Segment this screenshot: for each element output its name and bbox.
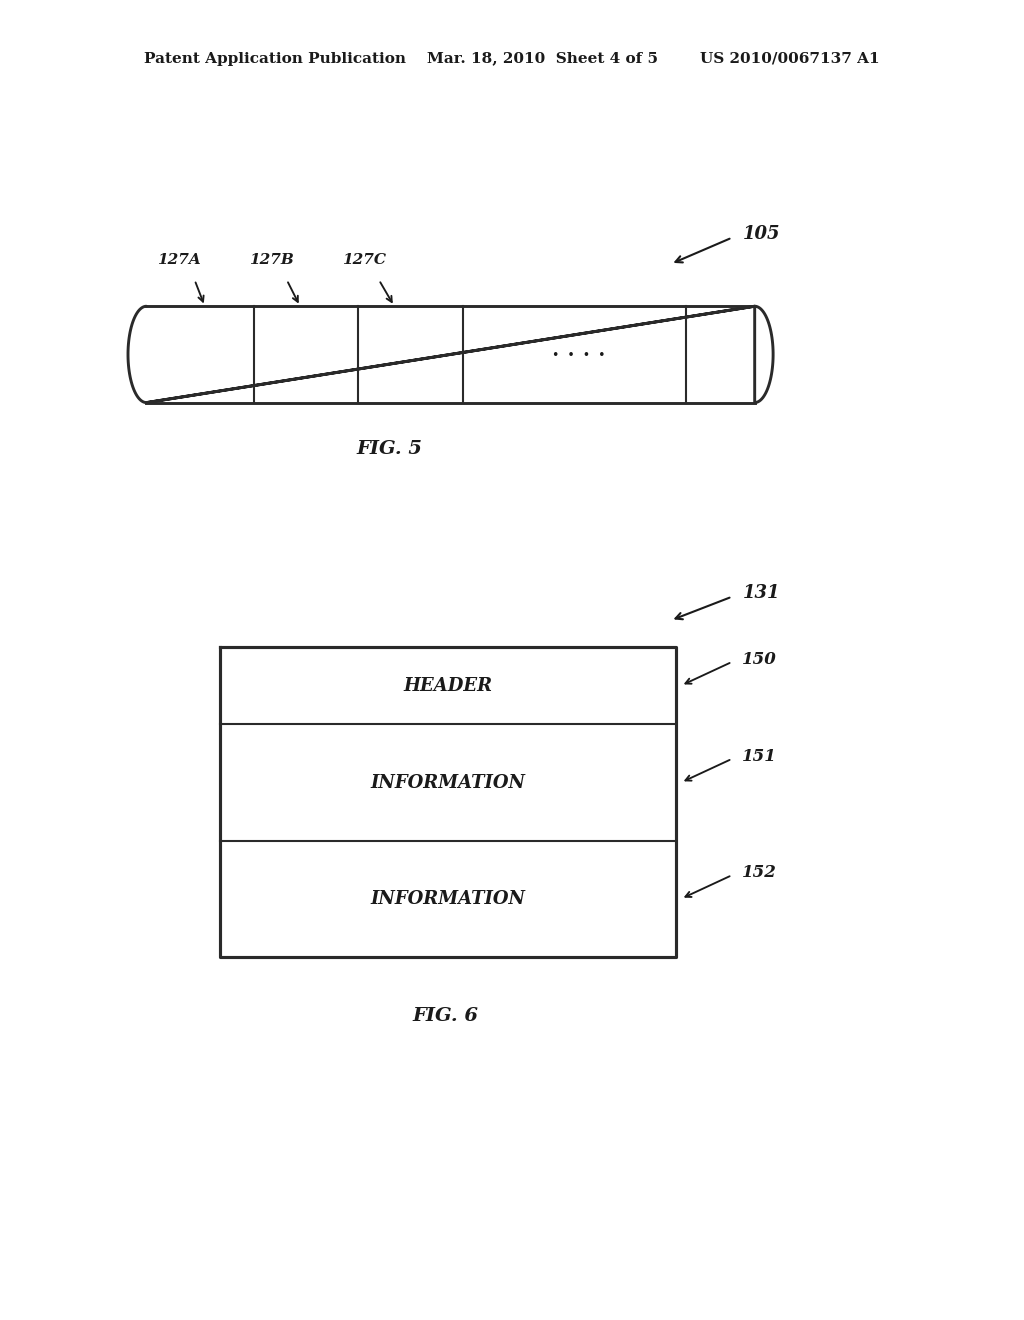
Text: 150: 150 — [742, 651, 777, 668]
Text: 131: 131 — [742, 583, 780, 602]
Text: INFORMATION: INFORMATION — [371, 774, 525, 792]
Text: 105: 105 — [742, 224, 780, 243]
Text: •  •  •  •: • • • • — [552, 348, 605, 362]
Text: HEADER: HEADER — [403, 677, 493, 694]
Text: 152: 152 — [742, 863, 777, 880]
Polygon shape — [128, 306, 773, 403]
Text: Patent Application Publication    Mar. 18, 2010  Sheet 4 of 5        US 2010/006: Patent Application Publication Mar. 18, … — [144, 53, 880, 66]
Text: 151: 151 — [742, 747, 777, 764]
Text: FIG. 5: FIG. 5 — [356, 440, 422, 458]
Text: 127C: 127C — [342, 252, 385, 267]
Text: INFORMATION: INFORMATION — [371, 890, 525, 908]
Text: FIG. 6: FIG. 6 — [413, 1007, 478, 1026]
Text: 127A: 127A — [158, 252, 201, 267]
Bar — [146, 306, 755, 403]
Text: 127B: 127B — [249, 252, 294, 267]
